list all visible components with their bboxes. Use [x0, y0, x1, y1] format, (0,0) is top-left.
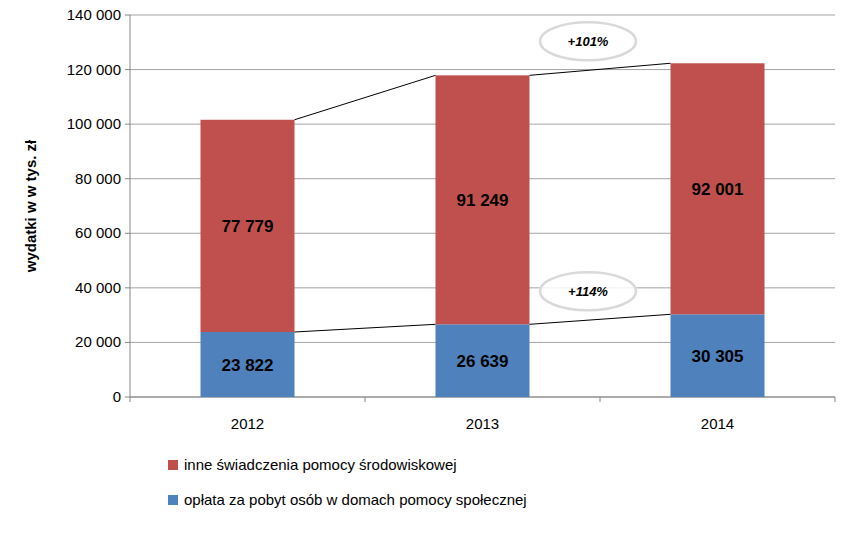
connectors: [295, 63, 671, 332]
data-label: 91 249: [457, 191, 509, 210]
tick-mark: [125, 178, 130, 179]
category-label: 2013: [466, 415, 499, 432]
tick-label: 40 000: [75, 279, 121, 296]
bar: [201, 120, 295, 332]
chart: 0 20 000 40 000 60 000 80 000 100 000 120 000 1…: [0, 0, 855, 541]
tick-mark: [125, 397, 130, 398]
data-label: 92 001: [692, 180, 744, 199]
tick-mark: [125, 124, 130, 125]
tick-label: 60 000: [75, 224, 121, 241]
bar: [436, 75, 530, 324]
connector-line: [530, 63, 671, 75]
x-tick: [600, 397, 601, 402]
annotation: +114%: [568, 284, 608, 299]
x-tick: [130, 397, 131, 402]
data-label: 77 779: [222, 217, 274, 236]
y-axis-label: wydatki w w tys. zł: [22, 139, 39, 273]
bar: [201, 332, 295, 397]
annotation-ellipse: [540, 22, 636, 60]
bar: [436, 324, 530, 397]
tick-label: 120 000: [67, 61, 121, 78]
legend-swatch: [168, 460, 178, 470]
legend-swatch: [168, 495, 178, 505]
tick-label: 100 000: [67, 115, 121, 132]
connector-line: [530, 314, 671, 324]
bar: [671, 314, 765, 397]
category-label: 2014: [701, 415, 734, 432]
tick-mark: [125, 233, 130, 234]
y-axis: [130, 15, 131, 397]
tick-mark: [125, 287, 130, 288]
tick-mark: [125, 15, 130, 16]
data-label: 23 822: [222, 356, 274, 375]
connector-line: [295, 75, 436, 119]
annotation-ellipse: [540, 272, 636, 310]
tick-mark: [125, 342, 130, 343]
bars: [201, 63, 765, 397]
annotation: +101%: [568, 34, 609, 49]
grid-line: [130, 15, 835, 16]
tick-mark: [125, 69, 130, 70]
legend-label: opłata za pobyt osób w domach pomocy spo…: [184, 491, 527, 508]
tick-label: 20 000: [75, 333, 121, 350]
legend-label: inne świadczenia pomocy środowiskowej: [184, 456, 457, 473]
tick-label: 0: [113, 388, 121, 405]
bar: [671, 63, 765, 314]
tick-label: 140 000: [67, 6, 121, 23]
category-label: 2012: [231, 415, 264, 432]
connector-line: [295, 324, 436, 332]
tick-label: 80 000: [75, 170, 121, 187]
data-label: 26 639: [457, 352, 509, 371]
x-tick: [365, 397, 366, 402]
x-tick: [835, 397, 836, 402]
data-label: 30 305: [692, 347, 744, 366]
